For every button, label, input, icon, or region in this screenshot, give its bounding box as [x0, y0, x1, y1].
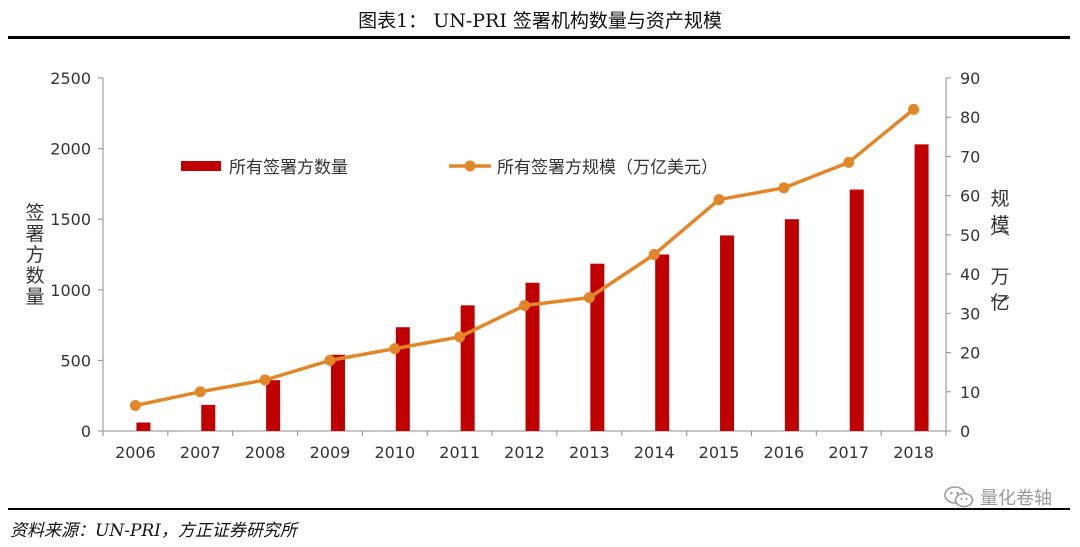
top-rule — [8, 36, 1070, 39]
line-point — [519, 299, 530, 311]
figure-title: 图表1： UN-PRI 签署机构数量与资产规模 — [358, 10, 722, 32]
right-axis-tick-label: 0 — [960, 422, 970, 441]
x-axis-tick-label: 2009 — [310, 443, 351, 462]
right-axis-tick-label: 50 — [960, 226, 980, 245]
right-axis-tick-label: 60 — [960, 187, 980, 206]
right-axis-tick-label: 90 — [960, 69, 980, 88]
left-axis-title-char: 署 — [25, 223, 44, 245]
x-axis-tick-label: 2008 — [245, 443, 286, 462]
left-axis-title-char: 签 — [25, 202, 44, 224]
line-point — [908, 103, 920, 115]
line-point — [129, 400, 141, 412]
left-axis-tick-label: 500 — [60, 351, 91, 370]
source-note: 资料来源：UN-PRI，方正证券研究所 — [10, 521, 297, 541]
line-point — [389, 343, 401, 355]
left-axis-tick-label: 2000 — [50, 140, 91, 159]
line-point — [843, 156, 855, 168]
bar — [460, 305, 475, 431]
right-axis-tick-label: 70 — [960, 147, 980, 166]
x-axis-tick-label: 2018 — [893, 443, 934, 462]
legend-swatch-bars — [181, 161, 221, 171]
line-point — [324, 354, 336, 366]
watermark: 量化卷轴 — [944, 484, 1052, 510]
right-axis-title-char: ） — [988, 295, 1010, 314]
x-axis-tick-label: 2012 — [504, 443, 545, 462]
legend-label-line: 所有签署方规模（万亿美元） — [497, 158, 718, 178]
right-axis-title-char: 模 — [990, 214, 1009, 236]
bar — [590, 263, 605, 431]
left-axis-title-char: 方 — [25, 244, 44, 266]
left-axis-tick-label: 2500 — [50, 69, 91, 88]
bar — [914, 144, 929, 431]
x-axis-tick-label: 2010 — [374, 443, 415, 462]
bar — [849, 189, 864, 431]
left-axis-tick-label: 1500 — [50, 210, 91, 229]
line-point — [648, 249, 660, 260]
bar — [784, 219, 799, 431]
left-axis-tick-label: 1000 — [50, 281, 91, 300]
x-axis-tick-label: 2013 — [569, 443, 610, 462]
left-axis-title-char: 数 — [25, 265, 44, 287]
bar — [720, 235, 735, 431]
legend-label-bars: 所有签署方数量 — [229, 158, 348, 178]
right-axis-title-char: 亿 — [990, 292, 1009, 314]
bar — [136, 422, 151, 431]
bar — [525, 282, 540, 431]
combo-chart: 0 500 1000 1500 2000 2500 0 10 20 30 40 50 60 70 80 90 2… — [25, 69, 1010, 462]
line-point — [583, 292, 595, 304]
x-axis-tick-label: 2014 — [634, 443, 675, 462]
bar — [266, 380, 281, 431]
x-axis-tick-label: 2006 — [115, 443, 156, 462]
watermark-text: 量化卷轴 — [980, 488, 1052, 509]
bottom-rule — [8, 508, 1070, 510]
left-axis-tick-label: 0 — [81, 422, 91, 441]
x-axis-tick-label: 2016 — [764, 443, 805, 462]
right-axis-tick-label: 40 — [960, 265, 980, 284]
bar — [395, 327, 410, 431]
right-axis-tick-label: 20 — [960, 344, 980, 363]
legend-swatch-line-marker — [464, 160, 476, 172]
bar — [201, 404, 216, 431]
right-axis-tick-label: 10 — [960, 383, 980, 402]
x-axis-tick-label: 2007 — [180, 443, 221, 462]
x-axis-tick-label: 2011 — [439, 443, 480, 462]
line-point — [194, 386, 206, 398]
right-axis-tick-label: 80 — [960, 108, 980, 127]
right-axis-tick-label: 30 — [960, 304, 980, 323]
right-axis-title-char: 规 — [990, 188, 1009, 210]
right-axis-title-char: 万 — [990, 266, 1009, 288]
x-axis-tick-label: 2017 — [828, 443, 869, 462]
bar — [655, 254, 670, 431]
left-axis-title-char: 量 — [25, 286, 44, 308]
line-point — [259, 374, 271, 386]
line-point — [454, 331, 466, 343]
bar — [330, 354, 345, 431]
right-axis-title-char: （ — [988, 217, 1010, 236]
wechat-icon — [944, 486, 974, 508]
line-point — [713, 194, 725, 206]
line-point — [778, 182, 790, 194]
x-axis-tick-label: 2015 — [699, 443, 740, 462]
